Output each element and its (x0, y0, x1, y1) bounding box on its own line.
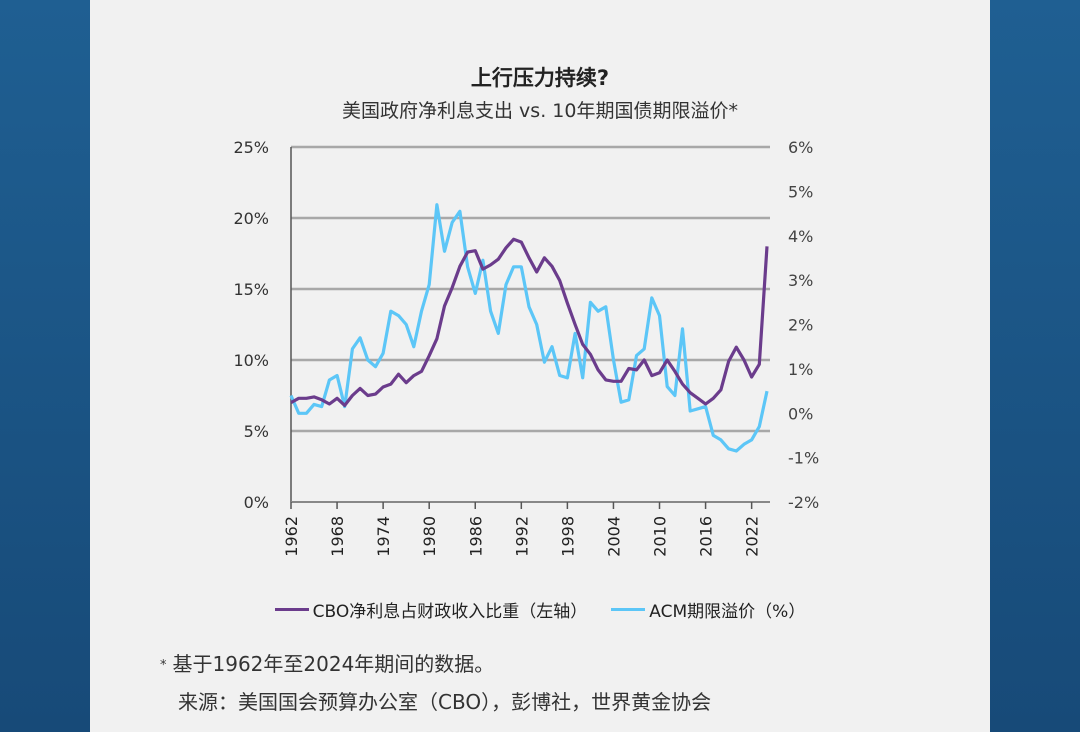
chart-subtitle: 美国政府净利息支出 vs. 10年期国债期限溢价* (342, 100, 738, 122)
y-left-tick-label: 25% (233, 138, 269, 157)
x-tick-label: 2004 (604, 516, 623, 557)
series-line-acm (289, 203, 769, 453)
y-right-tick-label: 3% (788, 271, 813, 290)
legend-swatch-acm (611, 608, 646, 611)
y-right-tick-label: 5% (788, 182, 813, 201)
legend: CBO净利息占财政收入比重（左轴） ACM期限溢价（%） (0, 597, 1080, 622)
x-tick-label: 1998 (558, 516, 577, 557)
right-blue-border (990, 0, 1080, 732)
x-tick-label: 1992 (512, 516, 531, 557)
x-tick-label: 2016 (697, 516, 716, 557)
x-tick-label: 1968 (328, 516, 347, 557)
series-line-cbo (290, 237, 769, 407)
left-blue-border (0, 0, 90, 732)
x-tick-label: 1962 (282, 516, 301, 557)
x-tick-label: 1980 (420, 516, 439, 557)
y-right-tick-label: 0% (788, 404, 813, 423)
y-left-tick-label: 0% (244, 493, 269, 512)
y-right-tick-label: 2% (788, 316, 813, 335)
y-left-tick-label: 20% (233, 209, 269, 228)
asterisk: * (160, 658, 167, 673)
y-left-tick-label: 5% (244, 422, 269, 441)
legend-item-cbo: CBO净利息占财政收入比重（左轴） (274, 597, 588, 622)
x-tick-label: 2010 (651, 516, 670, 557)
y-right-tick-label: 4% (788, 227, 813, 246)
footnote: * 基于1962年至2024年期间的数据。 (160, 648, 494, 677)
y-right-tick-label: 6% (788, 138, 813, 157)
x-tick-label: 2022 (743, 516, 762, 557)
source-note: 来源：美国国会预算办公室（CBO），彭博社，世界黄金协会 (178, 690, 712, 714)
y-left-tick-label: 10% (233, 351, 269, 370)
x-tick-label: 1986 (466, 516, 485, 557)
footnote-text: 基于1962年至2024年期间的数据。 (172, 652, 495, 676)
y-right-tick-label: -2% (788, 493, 819, 512)
legend-label-cbo: CBO净利息占财政收入比重（左轴） (312, 602, 588, 622)
y-left-tick-label: 15% (233, 280, 269, 299)
legend-item-acm: ACM期限溢价（%） (611, 597, 805, 622)
legend-label-acm: ACM期限溢价（%） (649, 602, 806, 622)
x-tick-label: 1974 (374, 516, 393, 557)
chart-title: 上行压力持续? (470, 66, 610, 90)
paper-background (90, 0, 990, 732)
y-right-tick-label: 1% (788, 360, 813, 379)
legend-swatch-cbo (274, 608, 309, 611)
y-right-tick-label: -1% (788, 449, 819, 468)
